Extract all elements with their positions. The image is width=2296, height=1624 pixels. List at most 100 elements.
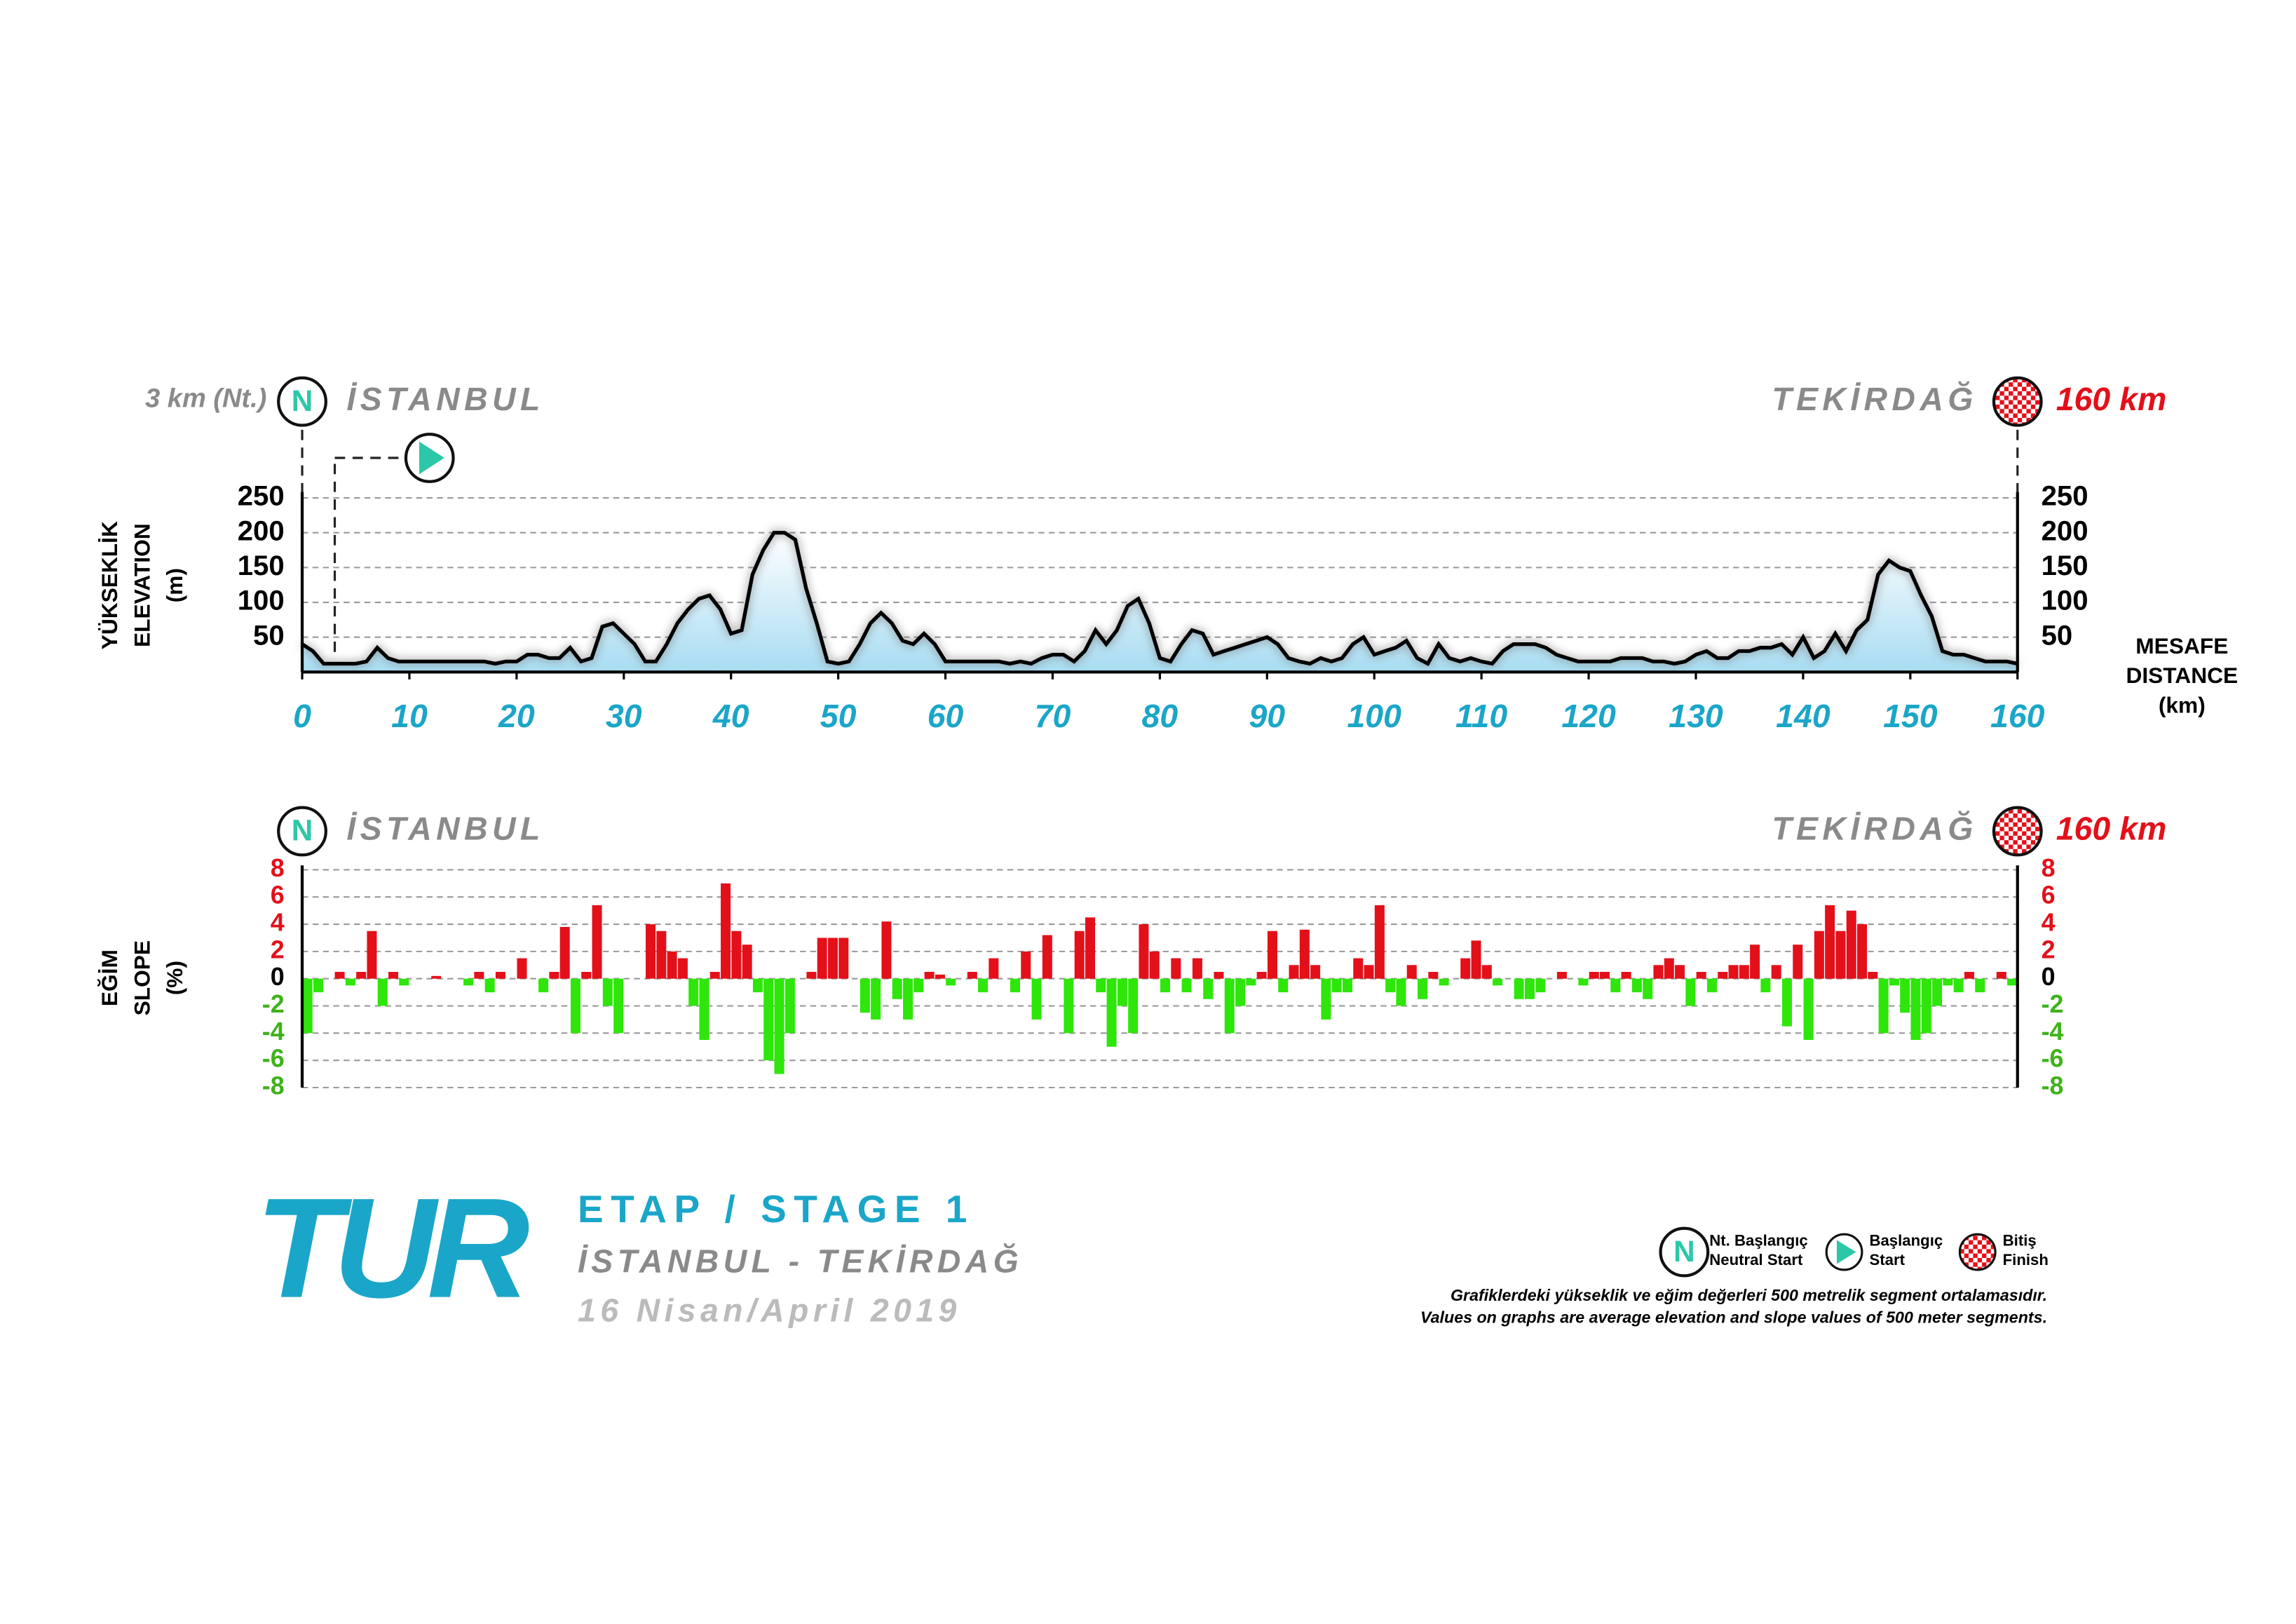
slope-bar (1739, 965, 1749, 979)
slope-bar (881, 921, 892, 979)
y-tick-label: -8 (262, 1071, 285, 1099)
y-tick-label-right: -4 (2042, 1017, 2064, 1046)
y-tick-label-right: 8 (2042, 853, 2056, 882)
slope-bar (913, 978, 924, 993)
y-tick-label-right: 2 (2042, 935, 2056, 963)
slope-bar (1964, 971, 1974, 979)
slope-bar (1857, 924, 1868, 979)
slope-bar (1343, 978, 1353, 993)
slope-bar (1042, 935, 1052, 979)
slope-bar (1835, 931, 1846, 979)
slope-bar (1900, 978, 1910, 1013)
slope-bar (860, 978, 870, 1013)
y-tick-label: -6 (262, 1044, 285, 1073)
slope-bar (935, 974, 945, 979)
finish-icon (1992, 806, 2043, 857)
slope-bar (1299, 929, 1310, 979)
x-tick-label: 150 (1883, 698, 1938, 734)
x-tick-label: 140 (1776, 698, 1830, 734)
slope-bar (1364, 965, 1374, 979)
slope-bar (1953, 978, 1964, 993)
slope-bar (484, 978, 495, 993)
y-tick-label: 4 (271, 908, 285, 937)
slope-bar (1117, 978, 1127, 1006)
slope-bar (495, 971, 505, 979)
slope-bar (581, 971, 592, 979)
slope-bar (1889, 978, 1899, 986)
legend-text: Start (1869, 1251, 1905, 1268)
legend-text: Neutral Start (1709, 1251, 1803, 1268)
slope-bar (989, 958, 999, 979)
axis-title: (%) (162, 961, 187, 995)
neutral-letter: N (1673, 1235, 1695, 1268)
slope-bar (763, 978, 774, 1061)
slope-bar (1514, 978, 1524, 999)
slope-bar (356, 971, 367, 979)
slope-bar (1171, 958, 1181, 979)
slope-bar (924, 971, 935, 979)
footnote: Grafiklerdeki yükseklik ve eğim değerler… (1451, 1286, 2047, 1304)
x-tick-label: 130 (1669, 698, 1723, 734)
slope-bar (1256, 971, 1267, 979)
slope-bar (1160, 978, 1171, 993)
slope-bar (1031, 978, 1042, 1020)
slope-bar (892, 978, 902, 999)
slope-bar (1289, 965, 1299, 979)
slope-bar (1653, 965, 1664, 979)
slope-bar (1760, 978, 1771, 993)
slope-bar (1224, 978, 1235, 1034)
x-tick-label: 100 (1347, 698, 1401, 734)
slope-bar (721, 883, 731, 979)
slope-bar (806, 971, 817, 979)
slope-bar (1278, 978, 1289, 993)
slope-bar (646, 924, 656, 979)
slope-bar (570, 978, 580, 1034)
slope-bar (1868, 971, 1878, 979)
y-tick-label-right: 50 (2042, 619, 2073, 651)
slope-bar (667, 951, 677, 979)
neutral-icon (1659, 1226, 1710, 1278)
x-axis-title: DISTANCE (2126, 663, 2238, 688)
slope-bar (752, 978, 763, 993)
y-tick-label: 150 (238, 550, 285, 581)
slope-bar (1750, 945, 1760, 979)
slope-bar (731, 931, 742, 979)
start-triangle (419, 441, 444, 475)
elevation-line (301, 531, 2018, 667)
slope-bar (1578, 978, 1589, 986)
slope-bar (399, 978, 409, 986)
slope-bar (1128, 978, 1139, 1034)
slope-bar (1064, 978, 1074, 1034)
y-tick-label-right: 6 (2042, 881, 2056, 909)
slope-bar (1803, 978, 1814, 1041)
x-tick-label: 20 (498, 698, 535, 734)
finish-city: TEKİRDAĞ (1772, 811, 1977, 847)
y-tick-label-right: 150 (2042, 550, 2088, 581)
neutral-distance: 3 km (Nt.) (145, 384, 266, 414)
neutral-icon (277, 376, 327, 427)
slope-bar (1428, 971, 1439, 979)
slope-bar (431, 975, 442, 979)
slope-bar (388, 971, 399, 979)
slope-bar (1460, 958, 1471, 979)
x-tick-label: 110 (1455, 698, 1507, 734)
slope-bar (688, 978, 699, 1006)
x-tick-label: 120 (1561, 698, 1616, 734)
slope-bar (1706, 978, 1717, 993)
slope-bar (903, 978, 913, 1020)
slope-bar (517, 958, 527, 979)
slope-bar (302, 978, 313, 1034)
slope-bar (946, 978, 956, 986)
y-tick-label: 250 (238, 480, 285, 512)
slope-bar (1396, 978, 1406, 1006)
x-tick-label: 90 (1249, 698, 1285, 734)
start-triangle (1837, 1240, 1856, 1264)
slope-bar (1074, 931, 1085, 979)
slope-bar (1353, 958, 1364, 979)
slope-bar (1524, 978, 1535, 999)
slope-bar (784, 978, 795, 1034)
axis-title: YÜKSEKLİK (97, 521, 122, 649)
slope-bar (1921, 978, 1931, 1034)
slope-bar (1718, 971, 1728, 979)
